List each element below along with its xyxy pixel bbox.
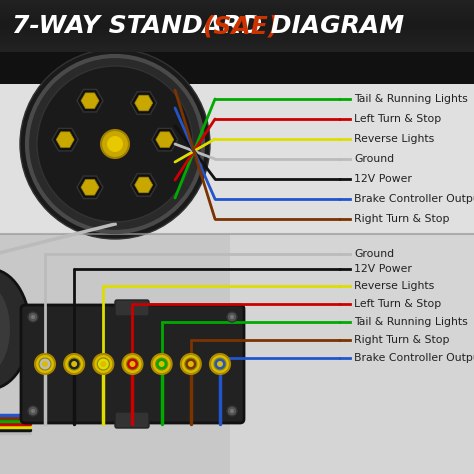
Text: 12V Power: 12V Power bbox=[354, 174, 412, 184]
Ellipse shape bbox=[0, 284, 10, 374]
Ellipse shape bbox=[0, 269, 30, 389]
Bar bbox=[0, 234, 474, 474]
Text: Left Turn & Stop: Left Turn & Stop bbox=[354, 299, 441, 309]
FancyBboxPatch shape bbox=[115, 412, 149, 428]
Bar bbox=[0, 36, 474, 39]
Circle shape bbox=[129, 361, 136, 367]
Bar bbox=[0, 10, 474, 13]
Circle shape bbox=[230, 409, 234, 413]
Circle shape bbox=[31, 409, 35, 413]
Bar bbox=[230, 234, 474, 474]
Circle shape bbox=[230, 315, 234, 319]
Circle shape bbox=[71, 361, 77, 367]
Text: Tail & Running Lights: Tail & Running Lights bbox=[354, 317, 468, 327]
Circle shape bbox=[101, 130, 129, 158]
Text: Brake Controller Output: Brake Controller Output bbox=[354, 353, 474, 363]
Text: Brake Controller Output: Brake Controller Output bbox=[354, 194, 474, 204]
Circle shape bbox=[27, 56, 203, 232]
Bar bbox=[0, 28, 474, 31]
Circle shape bbox=[37, 66, 193, 222]
Circle shape bbox=[107, 136, 123, 152]
Text: Left Turn & Stop: Left Turn & Stop bbox=[354, 114, 441, 124]
Circle shape bbox=[185, 358, 197, 370]
Bar bbox=[0, 39, 474, 42]
Text: Ground: Ground bbox=[354, 249, 394, 259]
Bar bbox=[0, 21, 474, 23]
Text: DIAGRAM: DIAGRAM bbox=[262, 14, 404, 38]
Circle shape bbox=[28, 406, 38, 416]
Bar bbox=[0, 47, 474, 49]
Bar bbox=[0, 44, 474, 47]
Bar bbox=[0, 49, 474, 52]
Circle shape bbox=[210, 354, 230, 374]
Circle shape bbox=[214, 358, 226, 370]
Ellipse shape bbox=[20, 49, 210, 239]
Circle shape bbox=[31, 315, 35, 319]
FancyBboxPatch shape bbox=[115, 300, 149, 316]
Circle shape bbox=[28, 312, 38, 322]
Text: Reverse Lights: Reverse Lights bbox=[354, 134, 434, 144]
Circle shape bbox=[227, 312, 237, 322]
Bar bbox=[0, 52, 474, 234]
Bar bbox=[0, 0, 474, 2]
Bar bbox=[0, 5, 474, 8]
Circle shape bbox=[100, 361, 106, 367]
Circle shape bbox=[35, 354, 55, 374]
Circle shape bbox=[68, 358, 80, 370]
Bar bbox=[0, 18, 474, 21]
Text: Tail & Running Lights: Tail & Running Lights bbox=[354, 94, 468, 104]
Bar bbox=[0, 31, 474, 34]
Circle shape bbox=[159, 361, 164, 367]
Circle shape bbox=[93, 354, 113, 374]
Circle shape bbox=[122, 354, 143, 374]
Circle shape bbox=[155, 358, 168, 370]
Text: 12V Power: 12V Power bbox=[354, 264, 412, 274]
Bar bbox=[0, 16, 474, 18]
Circle shape bbox=[217, 361, 223, 367]
Circle shape bbox=[42, 361, 48, 367]
Circle shape bbox=[39, 358, 51, 370]
Circle shape bbox=[227, 406, 237, 416]
Bar bbox=[0, 2, 474, 5]
Text: Right Turn & Stop: Right Turn & Stop bbox=[354, 214, 449, 224]
Circle shape bbox=[97, 358, 109, 370]
Text: Ground: Ground bbox=[354, 154, 394, 164]
Text: 7-WAY STANDARD: 7-WAY STANDARD bbox=[12, 14, 271, 38]
Circle shape bbox=[181, 354, 201, 374]
Bar bbox=[0, 26, 474, 28]
Bar bbox=[0, 42, 474, 44]
Bar bbox=[0, 52, 474, 84]
Circle shape bbox=[127, 358, 138, 370]
Text: (SAE): (SAE) bbox=[202, 14, 279, 38]
Circle shape bbox=[64, 354, 84, 374]
Circle shape bbox=[188, 361, 194, 367]
Bar bbox=[0, 13, 474, 16]
Bar bbox=[0, 8, 474, 10]
Bar bbox=[0, 23, 474, 26]
Text: Right Turn & Stop: Right Turn & Stop bbox=[354, 335, 449, 345]
Bar bbox=[0, 34, 474, 36]
Text: Reverse Lights: Reverse Lights bbox=[354, 281, 434, 291]
FancyBboxPatch shape bbox=[21, 305, 244, 423]
Circle shape bbox=[152, 354, 172, 374]
Bar bbox=[0, 0, 474, 52]
